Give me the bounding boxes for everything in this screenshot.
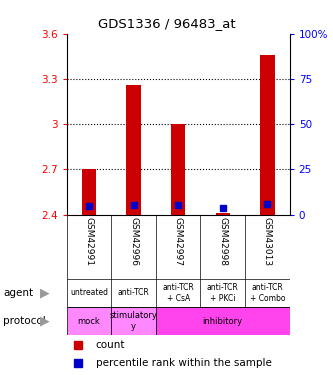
Text: ▶: ▶ <box>40 286 50 299</box>
Text: anti-TCR
+ CsA: anti-TCR + CsA <box>162 283 194 303</box>
Text: GSM43013: GSM43013 <box>263 217 272 266</box>
Text: untreated: untreated <box>70 288 108 297</box>
Text: GSM42997: GSM42997 <box>173 217 183 266</box>
Text: ▶: ▶ <box>40 315 50 327</box>
Text: anti-TCR: anti-TCR <box>118 288 150 297</box>
Bar <box>171 124 185 214</box>
Text: GSM42991: GSM42991 <box>84 217 94 266</box>
Bar <box>127 85 141 214</box>
Bar <box>156 307 290 335</box>
Bar <box>260 55 274 214</box>
Text: stimulatory
y: stimulatory y <box>110 311 158 331</box>
Text: count: count <box>96 340 125 350</box>
Text: agent: agent <box>3 288 33 298</box>
Text: anti-TCR
+ PKCi: anti-TCR + PKCi <box>207 283 239 303</box>
Text: GSM42996: GSM42996 <box>129 217 138 266</box>
Text: anti-TCR
+ Combo: anti-TCR + Combo <box>250 283 285 303</box>
Text: GSM42998: GSM42998 <box>218 217 227 266</box>
Bar <box>216 213 230 214</box>
Bar <box>111 307 156 335</box>
Text: mock: mock <box>78 316 100 326</box>
Text: GDS1336 / 96483_at: GDS1336 / 96483_at <box>98 17 235 30</box>
Text: inhibitory: inhibitory <box>203 316 243 326</box>
Text: protocol: protocol <box>3 316 46 326</box>
Text: percentile rank within the sample: percentile rank within the sample <box>96 358 271 368</box>
Bar <box>82 170 96 214</box>
Bar <box>67 307 111 335</box>
